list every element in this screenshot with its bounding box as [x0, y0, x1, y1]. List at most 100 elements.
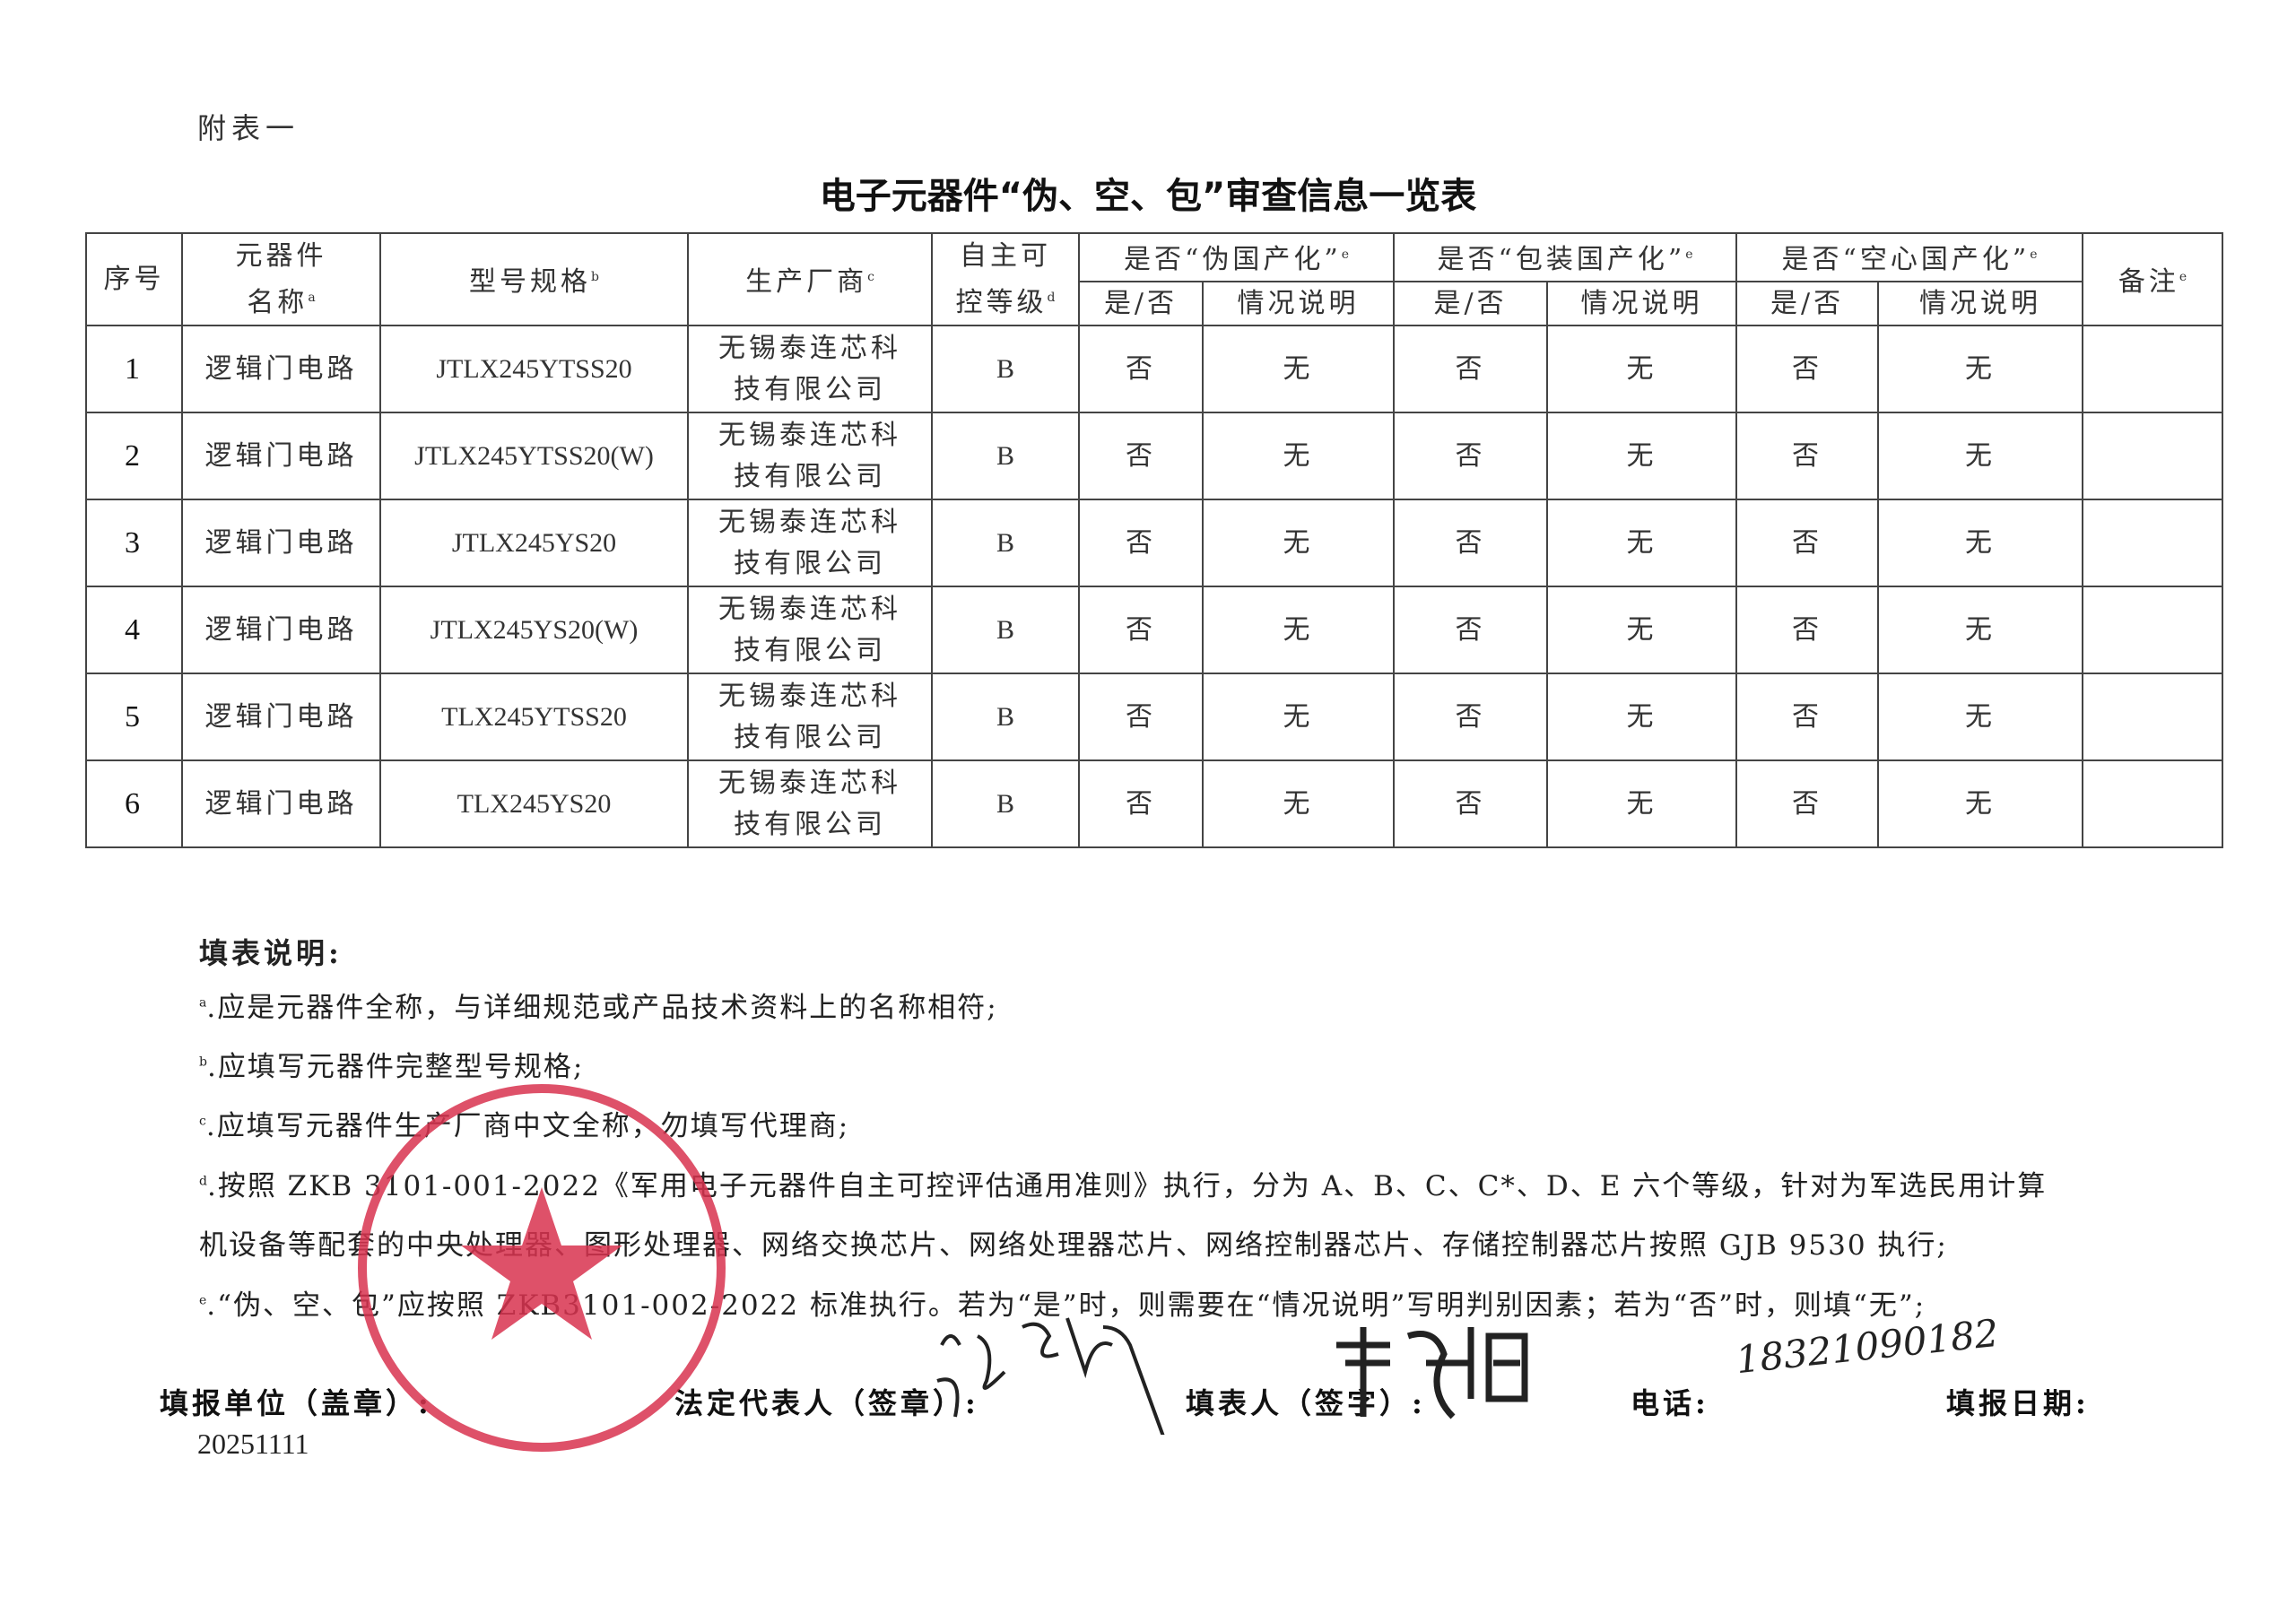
header-name-l1: 元器件 [235, 239, 327, 272]
footnote-mark: e [1685, 247, 1693, 262]
subheader-pack-desc: 情况说明 [1546, 281, 1738, 326]
cell-hollow-desc: 无 [1877, 325, 2084, 413]
footnote-mark: d [1047, 290, 1056, 305]
cell-fake-desc: 无 [1201, 499, 1396, 587]
cell-level: B [931, 759, 1080, 848]
cell-seq: 2 [85, 412, 183, 500]
cell-name: 逻辑门电路 [181, 673, 381, 761]
footnote-mark: e [2030, 247, 2038, 262]
table-row: 5 逻辑门电路 TLX245YTSS20 无锡泰连芯科 技有限公司 B 否无否无否无 [85, 673, 2224, 761]
header-hollow: 是否“空心国产化”e [1735, 232, 2084, 282]
cell-pack-desc: 无 [1546, 586, 1738, 674]
cell-hollow-yn: 否 [1735, 586, 1880, 674]
header-remark-label: 备注 [2118, 265, 2179, 298]
note-item: d.按照 ZKB 3101-001-2022《军用电子元器件自主可控评估通用准则… [199, 1163, 2047, 1203]
cell-hollow-yn: 否 [1735, 412, 1880, 500]
maker-line1: 无锡泰连芯科 [718, 419, 901, 451]
header-level: 自主可控等级d [931, 232, 1080, 326]
cell-pack-desc: 无 [1546, 499, 1738, 587]
cell-hollow-desc: 无 [1877, 586, 2084, 674]
maker-line1: 无锡泰连芯科 [718, 680, 901, 712]
header-level-l1: 自主可 [960, 239, 1051, 272]
date-label: 填报日期: [1946, 1386, 2090, 1420]
cell-model: JTLX245YTSS20(W) [379, 412, 689, 500]
cell-name: 逻辑门电路 [181, 499, 381, 587]
header-name: 元器件 名称a [181, 232, 381, 326]
cell-hollow-yn: 否 [1735, 499, 1880, 587]
unit-label: 填报单位（盖章）: [160, 1386, 432, 1420]
cell-level: B [931, 586, 1080, 674]
maker-line2: 技有限公司 [734, 547, 886, 579]
cell-maker: 无锡泰连芯科 技有限公司 [687, 325, 933, 413]
footnote-mark: c [199, 1114, 206, 1129]
cell-remark [2082, 673, 2224, 761]
maker-line1: 无锡泰连芯科 [718, 506, 901, 538]
maker-line2: 技有限公司 [734, 460, 886, 492]
cell-name: 逻辑门电路 [181, 325, 381, 413]
subheader-pack-yesno: 是/否 [1393, 281, 1549, 326]
cell-pack-yn: 否 [1393, 325, 1549, 413]
cell-fake-desc: 无 [1201, 586, 1396, 674]
cell-model: JTLX245YTSS20 [379, 325, 689, 413]
header-level-l2: 控等级 [955, 286, 1048, 318]
cell-maker: 无锡泰连芯科 技有限公司 [687, 759, 933, 848]
cell-remark [2082, 412, 2224, 500]
cell-name: 逻辑门电路 [181, 412, 381, 500]
footnote-mark: a [308, 290, 316, 305]
note-text: .应是元器件全称，与详细规范或产品技术资料上的名称相符; [206, 992, 998, 1024]
cell-pack-desc: 无 [1546, 412, 1738, 500]
note-text: .应填写元器件完整型号规格; [206, 1051, 585, 1083]
footnote-mark: c [867, 269, 874, 284]
cell-pack-yn: 否 [1393, 586, 1549, 674]
header-model-label: 型号规格 [469, 265, 592, 298]
cell-hollow-desc: 无 [1877, 412, 2084, 500]
note-item: e.“伪、空、包”应按照 ZKB3101-002-2022 标准执行。若为“是”… [199, 1282, 1926, 1323]
footnote-mark: d [199, 1174, 207, 1189]
cell-fake-yn: 否 [1078, 586, 1204, 674]
review-table: 序号 元器件 名称a 型号规格b 生产厂商c 自主可 控等级d 是否“伪国产化”e … [85, 232, 2224, 848]
footnote-mark: a [199, 995, 207, 1011]
footnote-mark: b [591, 269, 599, 284]
cell-remark [2082, 759, 2224, 848]
cell-fake-yn: 否 [1078, 673, 1204, 761]
table-row: 6 逻辑门电路 TLX245YS20 无锡泰连芯科 技有限公司 B 否无否无否无 [85, 759, 2224, 848]
header-maker: 生产厂商c [687, 232, 933, 326]
filler-label: 填表人（签字）: [1186, 1386, 1426, 1420]
cell-level: B [931, 499, 1080, 587]
cell-hollow-yn: 否 [1735, 759, 1880, 848]
header-fake-label: 是否“伪国产化” [1124, 244, 1342, 275]
cell-hollow-yn: 否 [1735, 325, 1880, 413]
header-hollow-label: 是否“空心国产化” [1781, 244, 2031, 275]
header-fake: 是否“伪国产化”e [1077, 232, 1396, 282]
cell-maker: 无锡泰连芯科 技有限公司 [687, 673, 933, 761]
table-row: 2 逻辑门电路 JTLX245YTSS20(W) 无锡泰连芯科 技有限公司 B 否无否无否无 [85, 412, 2224, 500]
header-pack: 是否“包装国产化”e [1393, 232, 1738, 282]
cell-fake-desc: 无 [1201, 412, 1396, 500]
cell-model: JTLX245YS20 [379, 499, 689, 587]
company-seal [358, 1084, 726, 1452]
cell-name: 逻辑门电路 [181, 586, 381, 674]
table-row: 3 逻辑门电路 JTLX245YS20 无锡泰连芯科 技有限公司 B 否无否无否无 [85, 499, 2224, 587]
cell-maker: 无锡泰连芯科 技有限公司 [687, 412, 933, 500]
table-row: 1 逻辑门电路 JTLX245YTSS20 无锡泰连芯科 技有限公司 B 否无否无否无 [85, 325, 2224, 413]
cell-fake-desc: 无 [1201, 673, 1396, 761]
cell-model: TLX245YTSS20 [379, 673, 689, 761]
maker-line2: 技有限公司 [734, 634, 886, 666]
cell-pack-desc: 无 [1546, 673, 1738, 761]
cell-level: B [931, 673, 1080, 761]
notes-title: 填表说明: [199, 936, 343, 970]
note-item: a.应是元器件全称，与详细规范或产品技术资料上的名称相符; [199, 985, 998, 1025]
cell-pack-yn: 否 [1393, 499, 1549, 587]
cell-fake-yn: 否 [1078, 325, 1204, 413]
note-text: .应填写元器件生产厂商中文全称，勿填写代理商; [205, 1110, 850, 1142]
subheader-hollow-desc: 情况说明 [1877, 281, 2084, 326]
cell-pack-desc: 无 [1546, 759, 1738, 848]
cell-pack-yn: 否 [1393, 412, 1549, 500]
maker-line1: 无锡泰连芯科 [718, 332, 901, 364]
header-maker-label: 生产厂商 [745, 265, 868, 298]
cell-seq: 1 [85, 325, 183, 413]
cell-remark [2082, 586, 2224, 674]
cell-remark [2082, 499, 2224, 587]
cell-maker: 无锡泰连芯科 技有限公司 [687, 586, 933, 674]
cell-fake-yn: 否 [1078, 759, 1204, 848]
